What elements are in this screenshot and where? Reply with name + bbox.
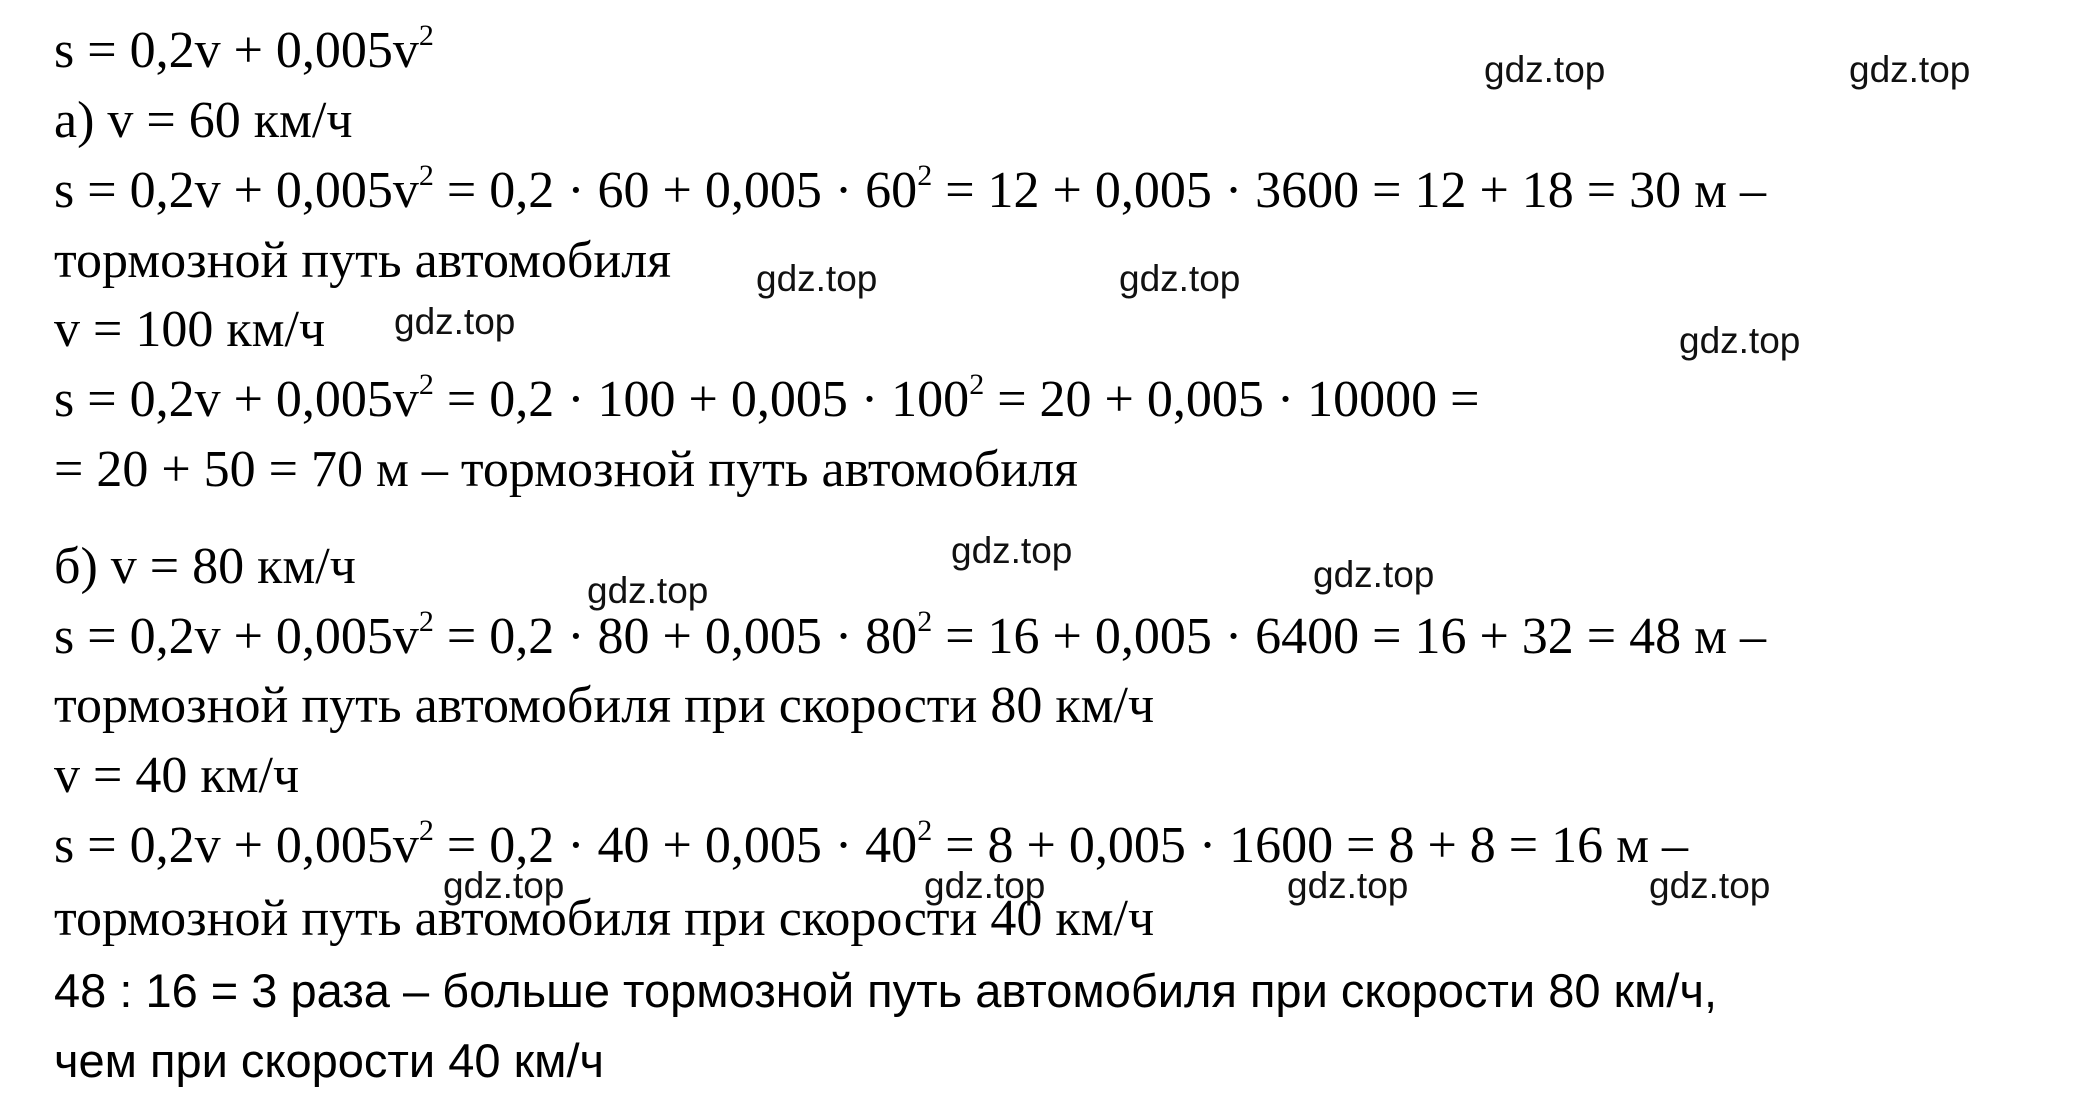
watermark: gdz.top [1679,320,1801,361]
text-line: а) v = 60 км/ч [54,91,353,151]
text-segment: = 0,2 · 60 + 0,005 · 60 [433,162,918,219]
text-line: v = 100 км/ч [54,300,325,360]
text-line: s = 0,2v + 0,005v2 = 0,2 · 60 + 0,005 · … [54,161,1766,221]
watermark: gdz.top [1849,49,1971,90]
text-segment: тормозной путь автомобиля при скорости 8… [54,677,1155,734]
watermark: gdz.top [1484,49,1606,90]
text-segment: = 20 + 50 = 70 м – тормозной путь автомо… [54,441,1078,498]
text-segment: s = 0,2v + 0,005v [54,162,419,219]
text-segment: тормозной путь автомобиля [54,232,672,289]
watermark: gdz.top [394,301,516,342]
watermark: gdz.top [1287,865,1409,906]
text-segment: = 12 + 0,005 · 3600 = 12 + 18 = 30 м – [932,162,1767,219]
text-segment: чем при скорости 40 км/ч [54,1034,605,1087]
text-segment: = 8 + 0,005 · 1600 = 8 + 8 = 16 м – [932,817,1689,874]
superscript: 2 [418,159,434,192]
text-segment: s = 0,2v + 0,005v [54,817,419,874]
text-line: б) v = 80 км/ч [54,537,356,597]
superscript: 2 [969,368,985,401]
superscript: 2 [917,814,933,847]
text-segment: = 16 + 0,005 · 6400 = 16 + 32 = 48 м – [932,608,1767,665]
text-line: s = 0,2v + 0,005v2 [54,21,434,81]
text-segment: тормозной путь автомобиля при скорости 4… [54,890,1155,947]
text-line: тормозной путь автомобиля при скорости 4… [54,889,1154,949]
text-segment: s = 0,2v + 0,005v [54,371,419,428]
superscript: 2 [418,368,434,401]
watermark: gdz.top [1119,258,1241,299]
text-segment: = 0,2 · 80 + 0,005 · 80 [433,608,918,665]
text-line: тормозной путь автомобиля [54,231,671,291]
text-segment: 48 : 16 = 3 раза – больше тормозной путь… [54,964,1718,1017]
text-segment: s = 0,2v + 0,005v [54,608,419,665]
watermark: gdz.top [1649,865,1771,906]
text-line: тормозной путь автомобиля при скорости 8… [54,676,1154,736]
watermark: gdz.top [1313,554,1435,595]
text-line: s = 0,2v + 0,005v2 = 0,2 · 80 + 0,005 · … [54,607,1766,667]
text-segment: = 0,2 · 100 + 0,005 · 100 [433,371,970,428]
text-line: s = 0,2v + 0,005v2 = 0,2 · 40 + 0,005 · … [54,816,1688,876]
text-segment: = 0,2 · 40 + 0,005 · 40 [433,817,918,874]
text-line: 48 : 16 = 3 раза – больше тормозной путь… [54,961,1717,1021]
watermark: gdz.top [951,530,1073,571]
text-line: = 20 + 50 = 70 м – тормозной путь автомо… [54,440,1078,500]
text-segment: б) v = 80 км/ч [54,538,356,595]
superscript: 2 [418,814,434,847]
superscript: 2 [917,159,933,192]
watermark: gdz.top [443,865,565,906]
text-line: s = 0,2v + 0,005v2 = 0,2 · 100 + 0,005 ·… [54,370,1479,430]
text-segment: v = 40 км/ч [54,747,300,804]
superscript: 2 [917,605,933,638]
text-segment: v = 100 км/ч [54,301,326,358]
text-line: чем при скорости 40 км/ч [54,1031,604,1091]
superscript: 2 [418,19,434,52]
watermark: gdz.top [924,865,1046,906]
watermark: gdz.top [587,570,709,611]
superscript: 2 [418,605,434,638]
watermark: gdz.top [756,258,878,299]
text-line: v = 40 км/ч [54,746,299,806]
text-segment: а) v = 60 км/ч [54,92,353,149]
text-segment: s = 0,2v + 0,005v [54,22,419,79]
text-segment: = 20 + 0,005 · 10000 = [984,371,1480,428]
